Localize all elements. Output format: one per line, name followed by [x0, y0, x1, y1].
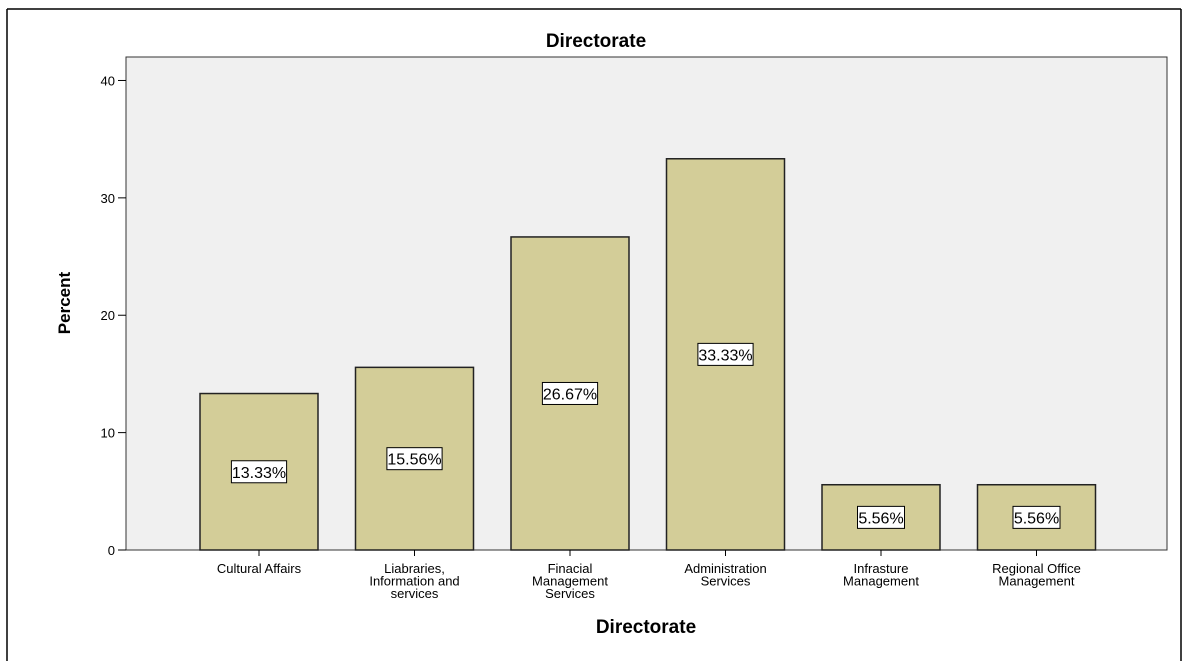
y-tick-label: 30: [101, 191, 115, 206]
x-tick-label: Finacial Management Services: [532, 561, 608, 601]
chart-title: Directorate: [546, 31, 646, 52]
bars: 13.33% 15.56% 26.67% 33.33% 5.56% 5.56%: [199, 158, 1097, 551]
x-tick-label-line: Finacial: [548, 561, 593, 576]
x-tick-label-line: Liabraries,: [384, 561, 445, 576]
y-tick-label: 20: [101, 308, 115, 323]
x-tick-label-line: Services: [545, 586, 595, 601]
x-tick-label-line: Administration: [684, 561, 766, 576]
x-tick-label: Regional Office Management: [992, 561, 1081, 589]
x-tick-label: Cultural Affairs: [217, 561, 302, 576]
x-tick-label-line: Infrasture: [854, 561, 909, 576]
y-tick-label: 0: [108, 543, 115, 558]
data-label-box: [857, 505, 905, 529]
x-tick-label: Administration Services: [684, 561, 766, 589]
x-axis: Cultural Affairs Liabraries, Information a…: [217, 550, 1081, 601]
x-tick-label-line: services: [391, 586, 439, 601]
y-tick-label: 40: [101, 73, 115, 88]
y-tick-label: 10: [101, 426, 115, 441]
data-label: 13.33%: [232, 465, 286, 482]
x-tick-label: Liabraries, Information and services: [369, 561, 459, 601]
data-label: 33.33%: [698, 347, 752, 364]
x-tick-label-line: Services: [701, 574, 751, 589]
x-tick-label-line: Cultural Affairs: [217, 561, 302, 576]
data-label: 5.56%: [858, 510, 903, 527]
y-axis: 0 10 20 30 40: [101, 73, 126, 558]
x-tick-label-line: Regional Office: [992, 561, 1081, 576]
data-label-box: [697, 342, 754, 366]
x-tick-label-line: Management: [999, 574, 1075, 589]
data-label-box: [541, 381, 599, 405]
x-tick-label-line: Management: [532, 574, 608, 589]
data-label: 15.56%: [387, 452, 441, 469]
y-axis-title: Percent: [55, 271, 74, 334]
data-label-box: [386, 447, 443, 471]
data-label-box: [1012, 505, 1061, 529]
data-label-box: [230, 460, 288, 484]
x-tick-label: Infrasture Management: [843, 561, 919, 589]
x-axis-title: Directorate: [596, 617, 696, 638]
data-label: 5.56%: [1014, 510, 1059, 527]
data-label: 26.67%: [543, 386, 597, 403]
x-tick-label-line: Management: [843, 574, 919, 589]
x-tick-label-line: Information and: [369, 574, 459, 589]
